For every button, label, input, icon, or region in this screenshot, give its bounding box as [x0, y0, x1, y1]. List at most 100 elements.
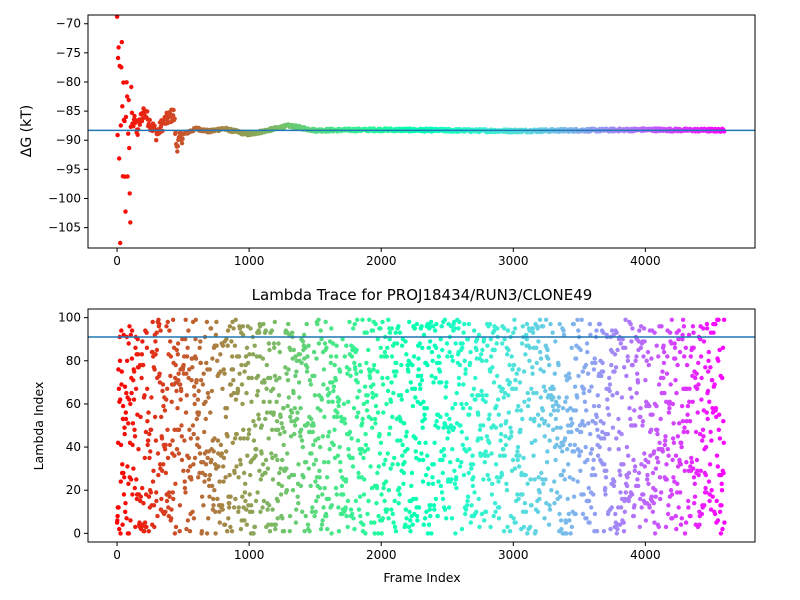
lambda-point: [621, 529, 627, 534]
lambda-point: [594, 529, 600, 534]
top-axes-frame: [87, 14, 756, 249]
lambda-point: [530, 326, 535, 331]
lambda-point: [664, 477, 669, 482]
lambda-point: [426, 481, 431, 486]
lambda-point: [198, 378, 204, 383]
lambda-point: [619, 395, 625, 400]
lambda-point: [128, 401, 133, 407]
lambda-point: [444, 516, 449, 521]
delta-g-point: [152, 123, 157, 128]
lambda-point: [672, 345, 678, 350]
lambda-point: [649, 356, 654, 361]
lambda-point: [145, 442, 150, 448]
lambda-point: [282, 429, 287, 435]
xtick-label: 3000: [498, 548, 529, 562]
lambda-point: [618, 505, 624, 510]
delta-g-point: [122, 118, 127, 124]
lambda-point: [579, 317, 584, 322]
lambda-point: [246, 375, 251, 381]
lambda-point: [696, 382, 701, 387]
lambda-point: [307, 529, 312, 534]
lambda-point: [579, 429, 584, 435]
lambda-point: [327, 390, 332, 396]
lambda-point: [627, 406, 632, 411]
lambda-point: [389, 380, 394, 385]
lambda-point: [122, 384, 128, 389]
lambda-point: [612, 479, 617, 484]
lambda-point: [179, 423, 184, 428]
delta-g-point: [119, 65, 124, 70]
lambda-point: [506, 393, 511, 398]
lambda-point: [581, 492, 586, 497]
lambda-point: [393, 373, 398, 379]
lambda-point: [571, 321, 576, 327]
lambda-point: [228, 524, 233, 530]
lambda-point: [173, 362, 178, 368]
lambda-point: [264, 386, 269, 391]
lambda-point: [633, 423, 638, 428]
lambda-point: [572, 449, 577, 454]
lambda-point: [316, 341, 322, 346]
lambda-point: [714, 498, 719, 504]
lambda-point: [201, 371, 206, 376]
lambda-point: [129, 390, 134, 396]
lambda-point: [290, 330, 295, 335]
lambda-point: [625, 475, 630, 480]
lambda-point: [665, 354, 670, 359]
lambda-point: [401, 470, 407, 476]
lambda-point: [385, 375, 390, 381]
lambda-point: [320, 434, 325, 439]
lambda-point: [427, 339, 433, 344]
lambda-point: [453, 341, 458, 346]
top-xticks: 0 1000 2000 3000 4000: [113, 248, 661, 268]
lambda-point: [211, 449, 216, 454]
lambda-point: [720, 345, 726, 350]
lambda-point: [682, 531, 688, 536]
lambda-point: [657, 440, 662, 445]
lambda-point: [675, 362, 680, 368]
lambda-point: [277, 375, 282, 381]
lambda-point: [554, 490, 560, 495]
lambda-point: [365, 511, 370, 517]
lambda-point: [433, 496, 439, 502]
lambda-point: [372, 531, 377, 536]
lambda-point: [319, 397, 324, 402]
lambda-point: [609, 328, 615, 333]
lambda-point: [403, 434, 409, 439]
lambda-point: [429, 373, 434, 379]
lambda-point: [575, 479, 580, 484]
lambda-point: [498, 423, 504, 428]
lambda-point: [267, 399, 272, 404]
lambda-point: [341, 492, 346, 497]
lambda-point: [614, 390, 620, 396]
lambda-point: [255, 388, 261, 394]
lambda-point: [175, 341, 181, 346]
lambda-point: [694, 371, 699, 376]
lambda-point: [176, 451, 182, 456]
lambda-point: [202, 479, 207, 484]
lambda-point: [507, 529, 513, 534]
lambda-point: [390, 462, 395, 467]
lambda-point: [538, 395, 543, 400]
lambda-point: [276, 427, 281, 432]
lambda-point: [682, 425, 687, 430]
lambda-point: [677, 349, 683, 355]
lambda-point: [254, 354, 259, 359]
lambda-point: [663, 438, 668, 443]
lambda-point: [524, 337, 529, 342]
lambda-point: [330, 341, 336, 346]
lambda-point: [335, 410, 340, 415]
lambda-point: [267, 347, 272, 353]
lambda-point: [581, 386, 587, 391]
lambda-point: [387, 337, 392, 342]
lambda-point: [209, 388, 215, 394]
lambda-point: [490, 481, 495, 486]
lambda-point: [406, 524, 412, 530]
lambda-point: [704, 321, 710, 327]
lambda-point: [527, 358, 532, 363]
lambda-point: [148, 490, 154, 495]
lambda-point: [206, 477, 212, 482]
lambda-point: [448, 460, 453, 465]
lambda-point: [171, 496, 176, 502]
